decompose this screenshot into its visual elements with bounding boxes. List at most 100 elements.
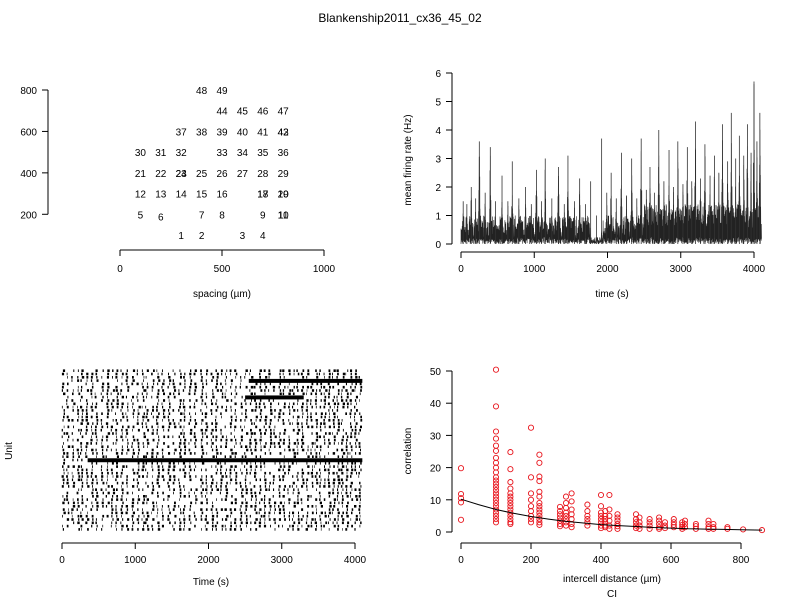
correlation-point	[656, 514, 663, 521]
raster-spike	[132, 521, 135, 525]
raster-spike	[63, 425, 65, 429]
raster-spike	[142, 442, 144, 445]
raster-spike	[184, 505, 186, 508]
correlation-point	[602, 516, 609, 523]
raster-spike	[316, 372, 318, 376]
raster-spike	[146, 412, 148, 415]
raster-spike	[85, 445, 88, 448]
raster-spike	[212, 389, 214, 392]
raster-spike	[112, 376, 113, 379]
raster-spike	[318, 372, 320, 376]
raster-spike	[178, 462, 179, 465]
correlation-point	[507, 485, 514, 492]
raster-spike	[316, 435, 319, 439]
raster-spike	[292, 448, 295, 452]
correlation-point	[584, 519, 591, 526]
raster-spike	[184, 382, 186, 386]
raster-spike	[240, 419, 242, 422]
raster-spike	[76, 438, 79, 442]
raster-spike	[72, 505, 76, 508]
raster-spike	[116, 395, 118, 399]
raster-spike	[307, 471, 310, 475]
layout-point-label: 31	[155, 148, 167, 159]
raster-spike	[95, 498, 97, 501]
raster-spike	[337, 462, 340, 465]
raster-spike	[259, 518, 261, 521]
raster-spike	[180, 448, 182, 452]
raster-spike	[293, 455, 296, 458]
raster-spike	[204, 415, 207, 419]
raster-spike	[77, 465, 80, 468]
correlation-y-tick-label: 20	[430, 464, 442, 475]
raster-spike	[324, 465, 325, 468]
raster-spike	[314, 465, 315, 468]
raster-spike	[179, 528, 182, 531]
raster-spike	[230, 511, 233, 515]
raster-spike	[292, 422, 293, 425]
raster-spike	[332, 471, 335, 475]
layout-point-label: 34	[237, 148, 249, 159]
raster-spike	[215, 415, 217, 419]
correlation-point	[597, 522, 605, 529]
raster-spike	[284, 501, 285, 505]
raster-spike	[96, 376, 98, 379]
raster-spike	[239, 442, 241, 445]
raster-spike	[288, 382, 290, 386]
raster-spike	[62, 528, 64, 531]
raster-spike	[194, 425, 196, 429]
raster-spike	[342, 505, 343, 508]
raster-spike	[137, 528, 139, 531]
layout-point-label: 24	[176, 169, 188, 180]
raster-spike	[258, 402, 261, 406]
raster-spike	[81, 409, 84, 412]
raster-spike	[157, 389, 160, 392]
raster-spike	[163, 428, 165, 432]
raster-spike	[225, 485, 227, 488]
layout-point-label: 30	[135, 148, 147, 159]
raster-spike	[230, 405, 232, 409]
raster-spike	[152, 508, 155, 511]
raster-spike	[212, 478, 214, 482]
raster-spike	[90, 471, 93, 475]
raster-spike	[340, 395, 343, 399]
raster-spike	[297, 382, 298, 386]
correlation-point	[681, 517, 689, 524]
raster-spike	[246, 468, 248, 472]
raster-spike	[62, 514, 63, 518]
raster-spike	[167, 445, 170, 448]
raster-spike	[126, 481, 128, 485]
raster-spike	[86, 475, 89, 478]
raster-spike	[66, 415, 69, 419]
raster-spike	[115, 442, 117, 445]
correlation-point	[636, 522, 643, 529]
raster-spike	[287, 445, 290, 448]
raster-spike	[332, 385, 335, 389]
raster-spike	[305, 521, 308, 525]
raster-spike	[341, 498, 344, 501]
raster-spike	[358, 495, 361, 498]
raster-spike	[72, 389, 74, 392]
raster-spike	[168, 376, 171, 379]
raster-spike	[296, 452, 299, 455]
raster-spike	[121, 405, 123, 409]
raster-spike	[319, 452, 320, 455]
raster-spike	[126, 508, 129, 511]
raster-spike	[194, 524, 196, 528]
raster-spike	[92, 402, 93, 406]
raster-spike	[145, 376, 147, 379]
raster-spike	[337, 428, 340, 432]
raster-spike	[226, 369, 228, 372]
raster-spike	[342, 405, 345, 409]
raster-spike	[120, 392, 122, 396]
raster-spike	[194, 452, 196, 455]
raster-spike	[359, 465, 360, 468]
firing-rate-y-tick-label: 3	[435, 155, 441, 166]
raster-spike	[131, 505, 134, 508]
raster-spike	[126, 382, 128, 386]
raster-spike	[152, 409, 154, 412]
raster-spike	[85, 382, 87, 386]
raster-spike	[156, 419, 158, 422]
raster-spike	[235, 481, 238, 485]
raster-spike	[147, 524, 149, 528]
raster-spike	[151, 385, 154, 389]
